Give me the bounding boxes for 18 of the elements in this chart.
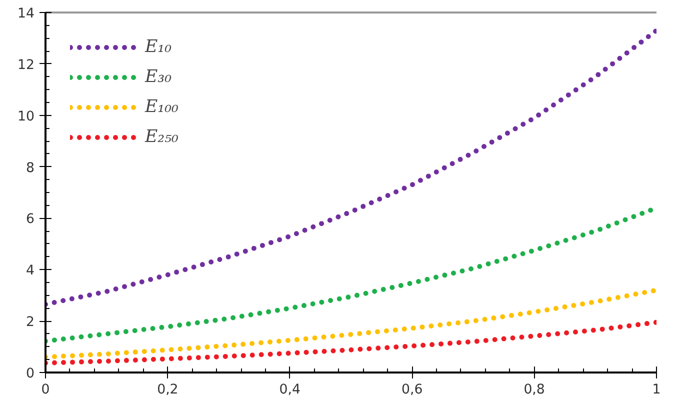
x-tick-label: 0,2 (157, 382, 178, 398)
x-tick-label: 0 (41, 382, 50, 398)
legend-label: E₃₀ (145, 67, 172, 87)
x-tick-label: 0,4 (279, 382, 301, 398)
y-tick-label: 0 (26, 366, 35, 382)
x-tick-label: 0,6 (402, 382, 423, 398)
legend-label: E₂₅₀ (145, 127, 178, 147)
y-tick-label: 4 (26, 264, 35, 279)
x-tick-label: 1 (652, 382, 661, 398)
x-tick-label: 0,8 (524, 382, 545, 398)
y-tick-label: 10 (18, 109, 35, 124)
y-tick-label: 8 (26, 160, 35, 176)
legend-label: E₁₀ (145, 37, 172, 57)
y-tick-label: 12 (18, 58, 35, 73)
y-tick-label: 14 (18, 6, 35, 22)
legend-label: E₁₀₀ (145, 97, 178, 117)
y-tick-label: 2 (26, 315, 35, 330)
y-tick-label: 6 (26, 212, 35, 228)
